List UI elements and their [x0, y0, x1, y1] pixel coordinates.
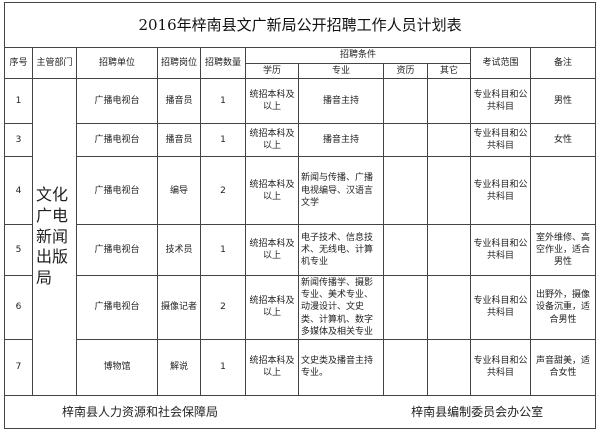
cell-count: 1	[200, 78, 246, 125]
cell-unit: 博物馆	[76, 338, 158, 396]
header-other: 其它	[427, 62, 471, 80]
cell-count: 1	[200, 338, 246, 396]
table-row: 3 广播电视台 播音员 1 统招本科及以上 播音主持 专业科目和公共科目 女性	[4, 123, 597, 158]
cell-post: 播音员	[157, 78, 201, 125]
cell-qual	[383, 156, 428, 226]
table-row: 1 文化广电新闻出版局 广播电视台 播音员 1 统招本科及以上 播音主持 专业科目和公共科目男…	[4, 78, 597, 396]
cell-exam: 专业科目和公共科目	[470, 123, 531, 158]
cell-other	[427, 275, 471, 340]
cell-major: 播音主持	[298, 78, 384, 125]
cell-unit: 广播电视台	[76, 275, 158, 340]
header-exam: 考试范围	[470, 46, 531, 80]
cell-note: 女性	[529, 123, 597, 158]
cell-other	[427, 338, 471, 396]
cell-other	[427, 123, 471, 158]
cell-unit: 广播电视台	[76, 156, 158, 226]
cell-edu: 统招本科及以上	[245, 78, 299, 125]
footer: 梓南县人力资源和社会保障局 梓南县编制委员会办公室	[3, 394, 597, 429]
cell-edu: 统招本科及以上	[245, 275, 299, 340]
cell-qual	[383, 275, 428, 340]
header-edu: 学历	[245, 62, 299, 80]
cell-major: 文史类及播音主持专业。	[298, 338, 384, 396]
cell-count: 1	[200, 224, 246, 277]
cell-note: 男性	[529, 78, 597, 125]
cell-dept: 文化广电新闻出版局	[32, 78, 77, 396]
cell-note: 室外维修、高空作业，适合男性	[529, 224, 597, 277]
header-note: 备注	[529, 46, 597, 80]
table-row: 5 广播电视台 技术员 1 统招本科及以上 电子技术、信息技术、无线电、计算机专业 专业科目…	[4, 224, 597, 277]
cell-edu: 统招本科及以上	[245, 224, 299, 277]
header-count: 招聘数量	[200, 46, 246, 80]
cell-exam: 专业科目和公共科目	[470, 338, 531, 396]
cell-major: 新闻传播学、摄影专业、美术专业、动漫设计、文史类、计算机、数字多媒体及相关专业	[298, 275, 384, 340]
cell-note: 声音甜美，适合女性	[529, 338, 597, 396]
cell-qual	[383, 78, 428, 125]
header-dept: 主管部门	[32, 46, 77, 80]
header-unit: 招聘单位	[76, 46, 158, 80]
table-row: 4 广播电视台 编导 2 统招本科及以上 新闻与传播、广播电视编导、汉语言文学 专业科目和公…	[4, 156, 597, 226]
cell-edu: 统招本科及以上	[245, 338, 299, 396]
cell-note	[529, 156, 597, 226]
cell-other	[427, 224, 471, 277]
footer-left-org: 梓南县人力资源和社会保障局	[62, 404, 219, 419]
table-row: 7 博物馆 解说 1 统招本科及以上 文史类及播音主持专业。 专业科目和公共科目 声音甜美，适…	[4, 338, 597, 396]
cell-unit: 广播电视台	[76, 123, 158, 158]
cell-no: 6	[4, 275, 33, 340]
cell-edu: 统招本科及以上	[245, 123, 299, 158]
cell-post: 技术员	[157, 224, 201, 277]
footer-right-org: 梓南县编制委员会办公室	[411, 404, 544, 419]
cell-other	[427, 156, 471, 226]
cell-edu: 统招本科及以上	[245, 156, 299, 226]
header-no: 序号	[4, 46, 33, 80]
header-qual: 资历	[383, 62, 428, 80]
cell-count: 2	[200, 156, 246, 226]
cell-post: 摄像记者	[157, 275, 201, 340]
cell-exam: 专业科目和公共科目	[470, 224, 531, 277]
cell-note: 出野外，摄像设备沉重，适合男性	[529, 275, 597, 340]
cell-other	[427, 78, 471, 125]
cell-unit: 广播电视台	[76, 224, 158, 277]
header-post: 招聘岗位	[157, 46, 201, 80]
cell-post: 解说	[157, 338, 201, 396]
page-title: 2016年梓南县文广新局公开招聘工作人员计划表	[3, 2, 597, 48]
cell-no: 1	[4, 78, 33, 125]
cell-no: 4	[4, 156, 33, 226]
recruitment-plan-table: 2016年梓南县文广新局公开招聘工作人员计划表 序号 主管部门 招聘单位 招聘岗…	[3, 2, 597, 429]
cell-qual	[383, 123, 428, 158]
cell-exam: 专业科目和公共科目	[470, 275, 531, 340]
cell-unit: 广播电视台	[76, 78, 158, 125]
cell-major: 播音主持	[298, 123, 384, 158]
cell-post: 编导	[157, 156, 201, 226]
cell-exam: 专业科目和公共科目	[470, 156, 531, 226]
table-row: 6 广播电视台 摄像记者 2 统招本科及以上 新闻传播学、摄影专业、美术专业、动漫设计、文…	[4, 275, 597, 340]
cell-exam: 专业科目和公共科目	[470, 78, 531, 125]
cell-major: 新闻与传播、广播电视编导、汉语言文学	[298, 156, 384, 226]
header-major: 专业	[298, 62, 384, 80]
cell-qual	[383, 224, 428, 277]
cell-major: 电子技术、信息技术、无线电、计算机专业	[298, 224, 384, 277]
cell-no: 3	[4, 123, 33, 158]
cell-qual	[383, 338, 428, 396]
cell-no: 5	[4, 224, 33, 277]
cell-count: 2	[200, 275, 246, 340]
cell-count: 1	[200, 123, 246, 158]
cell-post: 播音员	[157, 123, 201, 158]
header-conditions: 招聘条件	[245, 47, 471, 64]
cell-no: 7	[4, 338, 33, 396]
